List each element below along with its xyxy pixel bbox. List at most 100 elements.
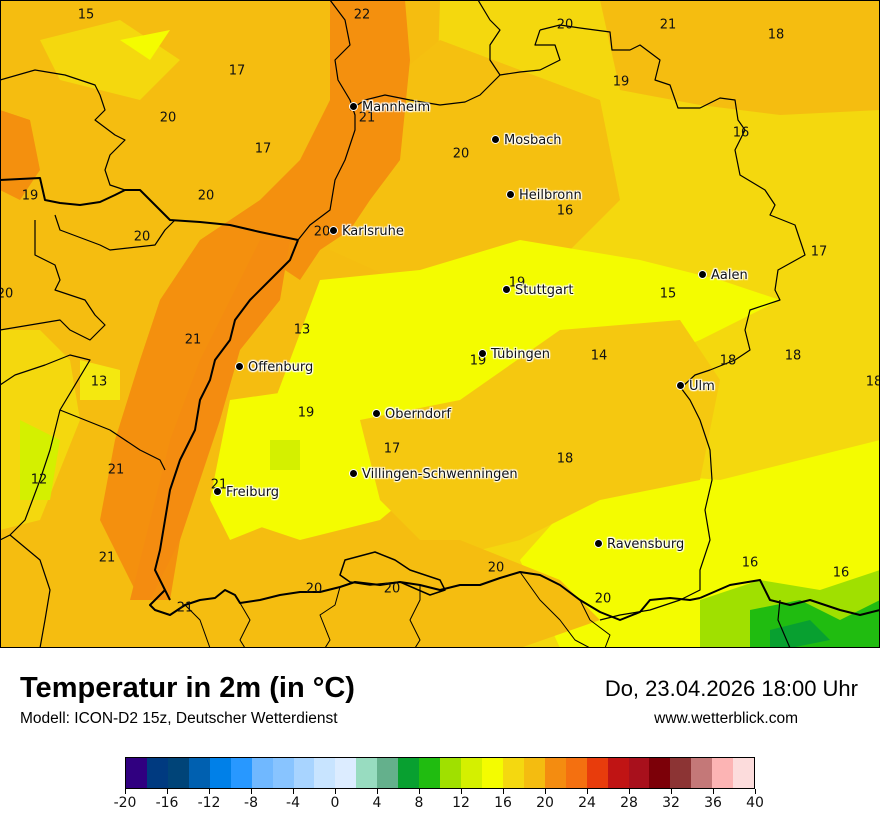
legend-color-segment: [419, 758, 441, 788]
legend-tick: [544, 789, 546, 794]
temperature-value: 17: [810, 244, 828, 260]
temperature-value: 15: [659, 286, 677, 302]
legend-tick-label: 36: [704, 795, 722, 811]
legend-color-segment: [481, 758, 503, 788]
border-lines: [0, 0, 880, 648]
legend-tick: [586, 789, 588, 794]
temperature-value: 14: [590, 348, 608, 364]
legend-color-segment: [272, 758, 294, 788]
legend-color-segment: [565, 758, 587, 788]
legend-color-segment: [649, 758, 671, 788]
city-name: Oberndorf: [385, 407, 451, 422]
city-label: Oberndorf: [372, 408, 451, 421]
temperature-value: 15: [77, 7, 95, 23]
model-source: Modell: ICON-D2 15z, Deutscher Wetterdie…: [20, 710, 338, 727]
legend-tick-label: 20: [536, 795, 554, 811]
legend-tick-label: 16: [494, 795, 512, 811]
temperature-value: 21: [107, 462, 125, 478]
city-dot-icon: [676, 381, 685, 390]
city-name: Mosbach: [504, 133, 562, 148]
city-dot-icon: [349, 469, 358, 478]
temperature-value: 20: [133, 229, 151, 245]
city-label: Mosbach: [491, 134, 562, 147]
legend-tick: [754, 789, 756, 794]
forecast-datetime: Do, 23.04.2026 18:00 Uhr: [604, 676, 858, 701]
city-name: Aalen: [711, 268, 748, 283]
temperature-value: 20: [197, 188, 215, 204]
legend-color-segment: [126, 758, 147, 788]
map-frame: [0, 0, 880, 648]
legend-tick: [712, 789, 714, 794]
legend-tick-label: -20: [113, 795, 137, 811]
temperature-value: 20: [305, 581, 323, 597]
legend-color-segment: [188, 758, 210, 788]
city-name: Ulm: [689, 379, 715, 394]
city-label: Ulm: [676, 380, 715, 393]
legend-tick-label: 40: [746, 795, 764, 811]
temperature-field: [0, 0, 880, 648]
legend-color-segment: [586, 758, 608, 788]
temperature-value: 16: [832, 565, 850, 581]
map-title: Temperatur in 2m (in °C): [20, 672, 355, 704]
city-label: Freiburg: [213, 486, 279, 499]
legend-color-segment: [167, 758, 189, 788]
city-dot-icon: [502, 285, 511, 294]
legend-tick: [166, 789, 168, 794]
legend-tick-label: 0: [330, 795, 340, 811]
city-label: Heilbronn: [506, 189, 582, 202]
city-name: Heilbronn: [519, 188, 582, 203]
city-label: Ravensburg: [594, 538, 684, 551]
legend-color-segment: [544, 758, 566, 788]
temperature-value: 19: [297, 405, 315, 421]
legend-tick-label: 12: [452, 795, 470, 811]
legend-color-segment: [356, 758, 378, 788]
city-dot-icon: [698, 270, 707, 279]
color-legend-ticks: -20 -16 -12 -8 -4 0 4 8 12 16 20 24 28 32 36 40: [114, 789, 764, 819]
temperature-value: 19: [612, 74, 630, 90]
temperature-value: 21: [184, 332, 202, 348]
city-name: Freiburg: [226, 485, 280, 500]
legend-color-segment: [335, 758, 357, 788]
color-legend-bar: [125, 757, 755, 789]
temperature-value: 17: [383, 441, 401, 457]
legend-color-segment: [670, 758, 692, 788]
city-label: Karlsruhe: [329, 225, 404, 238]
legend-color-segment: [230, 758, 252, 788]
city-dot-icon: [491, 135, 500, 144]
legend-tick: [460, 789, 462, 794]
city-name: Tübingen: [491, 347, 550, 362]
temperature-value: 16: [741, 555, 759, 571]
legend-tick: [376, 789, 378, 794]
legend-color-segment: [314, 758, 336, 788]
legend-tick: [670, 789, 672, 794]
city-label: Stuttgart: [502, 284, 573, 297]
legend-color-segment: [733, 758, 755, 788]
temperature-value: 20: [452, 146, 470, 162]
legend-tick: [628, 789, 630, 794]
website-link[interactable]: www.wetterblick.com: [654, 710, 798, 727]
city-label: Aalen: [698, 269, 748, 282]
city-name: Ravensburg: [607, 537, 685, 552]
city-dot-icon: [329, 226, 338, 235]
legend-tick: [334, 789, 336, 794]
temperature-value: 20: [0, 286, 14, 302]
temperature-value: 20: [313, 224, 331, 240]
temperature-map: 15 22 20 21 18 17 19 20 21 16 17 20 19 20 16 20 20 17 19 20…: [0, 0, 880, 648]
temperature-value: 16: [556, 203, 574, 219]
temperature-value: 20: [383, 581, 401, 597]
legend-color-segment: [209, 758, 231, 788]
legend-tick: [292, 789, 294, 794]
temperature-value: 18: [767, 27, 785, 43]
legend-color-segment: [398, 758, 420, 788]
legend-tick-label: -8: [244, 795, 258, 811]
legend-tick-label: 32: [662, 795, 680, 811]
temperature-value: 20: [159, 110, 177, 126]
temperature-value: 19: [508, 275, 526, 291]
legend-color-segment: [461, 758, 482, 788]
legend-color-segment: [293, 758, 315, 788]
temperature-value: 13: [90, 374, 108, 390]
city-label: Tübingen: [478, 348, 550, 361]
temperature-value: 18: [556, 451, 574, 467]
legend-tick-label: 4: [372, 795, 382, 811]
city-dot-icon: [372, 409, 381, 418]
